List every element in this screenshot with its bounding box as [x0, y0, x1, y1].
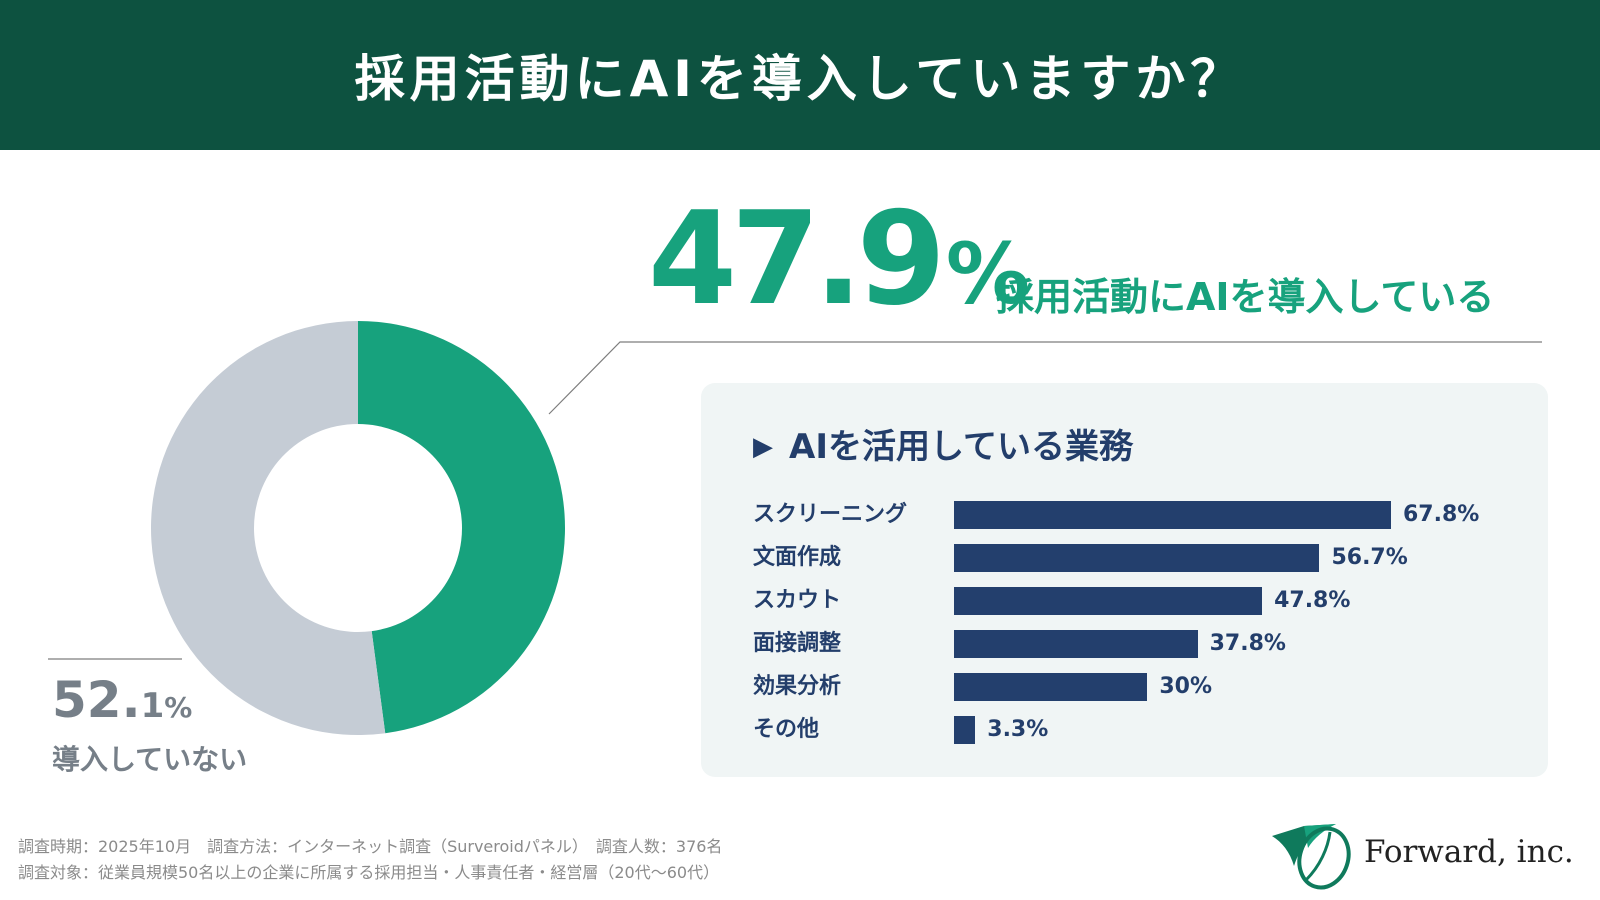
bar-category-label: スカウト: [753, 588, 842, 613]
bar-value-label: 37.8%: [1209, 631, 1286, 656]
headline-label: 採用活動にAIを導入している: [996, 275, 1495, 319]
bar-row: 面接調整 37.8%: [753, 629, 1533, 659]
bar: [954, 716, 976, 744]
bar: [954, 673, 1148, 701]
bar-row: スカウト 47.8%: [753, 586, 1533, 616]
bar-row: 効果分析 30%: [753, 672, 1533, 702]
headline-unit: %: [945, 225, 1030, 323]
bar: [954, 544, 1320, 572]
headline-number: 47.9: [648, 185, 946, 334]
bar-value-label: 47.8%: [1274, 588, 1351, 613]
secondary-int: 52.: [52, 671, 141, 729]
bar-row: 文面作成 56.7%: [753, 543, 1533, 573]
secondary-label: 導入していない: [52, 743, 248, 776]
secondary-unit: %: [164, 691, 193, 724]
bar-row: スクリーニング 67.8%: [753, 500, 1533, 530]
secondary-value: 52.1%: [52, 675, 192, 725]
bar-value-label: 56.7%: [1331, 545, 1408, 570]
bar: [954, 630, 1198, 658]
panel-title: ▶ AIを活用している業務: [753, 419, 1133, 468]
header-banner: 採用活動にAIを導入していますか？: [0, 0, 1600, 150]
survey-note-line2: 調査対象：従業員規模50名以上の企業に所属する採用担当・人事責任者・経営層（20…: [18, 863, 720, 882]
survey-note-line1: 調査時期：2025年10月 調査方法：インターネット調査（Surveroidパネ…: [18, 837, 723, 856]
donut-chart: [150, 320, 566, 736]
donut-slice-2: [150, 321, 386, 735]
bar-category-label: 効果分析: [753, 674, 842, 699]
panel-title-text: AIを活用している業務: [789, 427, 1133, 467]
secondary-dec: 1: [140, 686, 165, 726]
usage-panel: ▶ AIを活用している業務 スクリーニング 67.8% 文面作成 56.7% スカウト 47…: [701, 383, 1548, 777]
bar-value-label: 30%: [1159, 674, 1213, 699]
headline-value: 47.9%: [648, 196, 1030, 324]
bar-category-label: 文面作成: [753, 545, 842, 570]
page-title: 採用活動にAIを導入していますか？: [354, 50, 1246, 108]
bar-value-label: 67.8%: [1403, 502, 1480, 527]
company-logo: Forward, inc.: [1270, 818, 1574, 890]
logo-mark-icon: [1272, 824, 1351, 890]
logo-text: Forward, inc.: [1364, 834, 1574, 870]
bar-category-label: その他: [753, 717, 820, 742]
bar-category-label: スクリーニング: [753, 502, 908, 527]
bar-category-label: 面接調整: [753, 631, 842, 656]
bar: [954, 587, 1263, 615]
play-icon: ▶: [753, 432, 773, 462]
survey-notes: 調査時期：2025年10月 調査方法：インターネット調査（Surveroidパネ…: [18, 834, 722, 886]
donut-slice-1: [358, 321, 565, 734]
bar-row: その他 3.3%: [753, 715, 1533, 745]
bar-value-label: 3.3%: [987, 717, 1049, 742]
bar: [954, 501, 1391, 529]
